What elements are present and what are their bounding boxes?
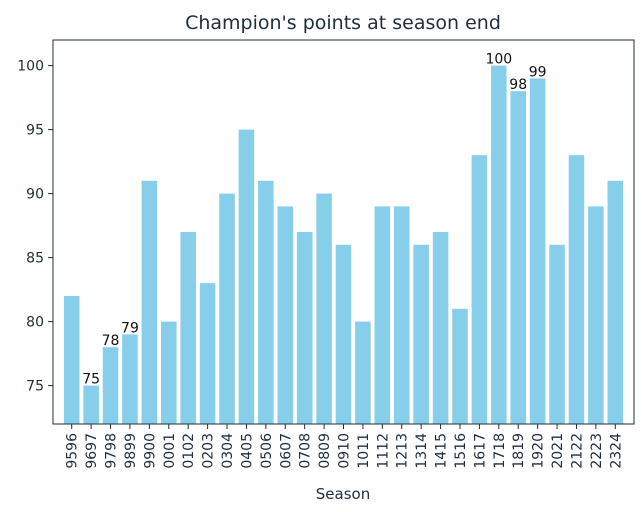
y-tick-label-90: 90 bbox=[26, 187, 44, 203]
x-tick-label-1819: 1819 bbox=[511, 433, 527, 469]
bar-1516 bbox=[452, 308, 468, 424]
bar-1920 bbox=[529, 78, 546, 425]
bar-0607 bbox=[277, 206, 294, 424]
bar-2021 bbox=[549, 244, 565, 424]
x-tick-label-2122: 2122 bbox=[569, 433, 585, 469]
data-label-9697: 75 bbox=[82, 372, 100, 388]
x-tick-label-1112: 1112 bbox=[375, 433, 391, 469]
x-tick-label-1213: 1213 bbox=[395, 433, 411, 469]
x-tick-label-1516: 1516 bbox=[453, 433, 469, 469]
x-tick-label-1617: 1617 bbox=[472, 433, 488, 469]
bar-1819 bbox=[510, 91, 526, 424]
bars-group bbox=[63, 65, 624, 425]
bar-1314 bbox=[413, 244, 429, 424]
x-tick-label-1920: 1920 bbox=[531, 433, 547, 469]
x-tick-label-0001: 0001 bbox=[162, 433, 178, 469]
x-tick-label-0708: 0708 bbox=[298, 433, 314, 469]
bar-0001 bbox=[161, 321, 177, 424]
data-label-9899: 79 bbox=[121, 320, 139, 336]
bar-1112 bbox=[374, 206, 391, 424]
bar-1617 bbox=[471, 155, 488, 424]
data-label-9798: 78 bbox=[102, 333, 120, 349]
x-tick-label-1011: 1011 bbox=[356, 433, 372, 469]
y-tick-label-75: 75 bbox=[26, 379, 44, 395]
bar-0405 bbox=[238, 129, 255, 424]
x-tick-label-2223: 2223 bbox=[589, 433, 605, 469]
x-tick-label-0203: 0203 bbox=[201, 433, 217, 469]
data-label-1819: 98 bbox=[509, 77, 527, 93]
x-axis: 9596 9697 9798 9899 9900 0001 0102 0203 0304 0405… bbox=[65, 424, 624, 469]
bar-1415 bbox=[432, 232, 449, 424]
bar-0809 bbox=[316, 193, 332, 424]
x-tick-label-0809: 0809 bbox=[317, 433, 333, 469]
x-tick-label-9798: 9798 bbox=[104, 433, 120, 469]
x-tick-label-9899: 9899 bbox=[123, 433, 139, 469]
bar-0506 bbox=[258, 180, 274, 424]
x-tick-label-1314: 1314 bbox=[414, 433, 430, 469]
x-tick-label-0910: 0910 bbox=[337, 433, 353, 469]
bar-9798 bbox=[102, 347, 119, 424]
x-tick-label-9900: 9900 bbox=[142, 433, 158, 469]
y-tick-label-95: 95 bbox=[26, 123, 44, 139]
x-tick-label-1718: 1718 bbox=[492, 433, 508, 469]
data-label-1718: 100 bbox=[485, 52, 512, 68]
bar-0203 bbox=[199, 283, 216, 424]
x-tick-label-2324: 2324 bbox=[608, 433, 624, 469]
bar-0910 bbox=[335, 244, 352, 424]
data-label-1920: 99 bbox=[529, 64, 547, 80]
bar-9900 bbox=[141, 180, 158, 424]
y-tick-label-80: 80 bbox=[26, 315, 44, 331]
x-tick-label-0506: 0506 bbox=[259, 433, 275, 469]
x-tick-label-0304: 0304 bbox=[220, 433, 236, 469]
y-axis: 75 80 85 90 95 100 bbox=[17, 59, 53, 395]
bar-1213 bbox=[393, 206, 410, 424]
bar-0102 bbox=[180, 232, 196, 424]
bar-0708 bbox=[296, 232, 313, 424]
bar-2223 bbox=[588, 206, 604, 424]
bar-9697 bbox=[83, 385, 99, 424]
bar-0304 bbox=[219, 193, 235, 424]
bar-9596 bbox=[63, 296, 80, 424]
x-tick-label-0102: 0102 bbox=[181, 433, 197, 469]
chart-title: Champion's points at season end bbox=[185, 12, 501, 34]
x-tick-label-9697: 9697 bbox=[84, 433, 100, 469]
bar-1011 bbox=[355, 321, 371, 424]
bar-2122 bbox=[568, 155, 585, 424]
x-tick-label-0405: 0405 bbox=[239, 433, 255, 469]
bar-1718 bbox=[491, 65, 507, 424]
bar-9899 bbox=[122, 334, 138, 424]
x-tick-label-1415: 1415 bbox=[434, 433, 450, 469]
x-axis-label: Season bbox=[316, 485, 370, 503]
bar-2324 bbox=[607, 180, 624, 424]
x-tick-label-0607: 0607 bbox=[278, 433, 294, 469]
x-tick-label-9596: 9596 bbox=[65, 433, 81, 469]
y-tick-label-85: 85 bbox=[26, 251, 44, 267]
x-tick-label-2021: 2021 bbox=[550, 433, 566, 469]
y-tick-label-100: 100 bbox=[17, 59, 44, 75]
